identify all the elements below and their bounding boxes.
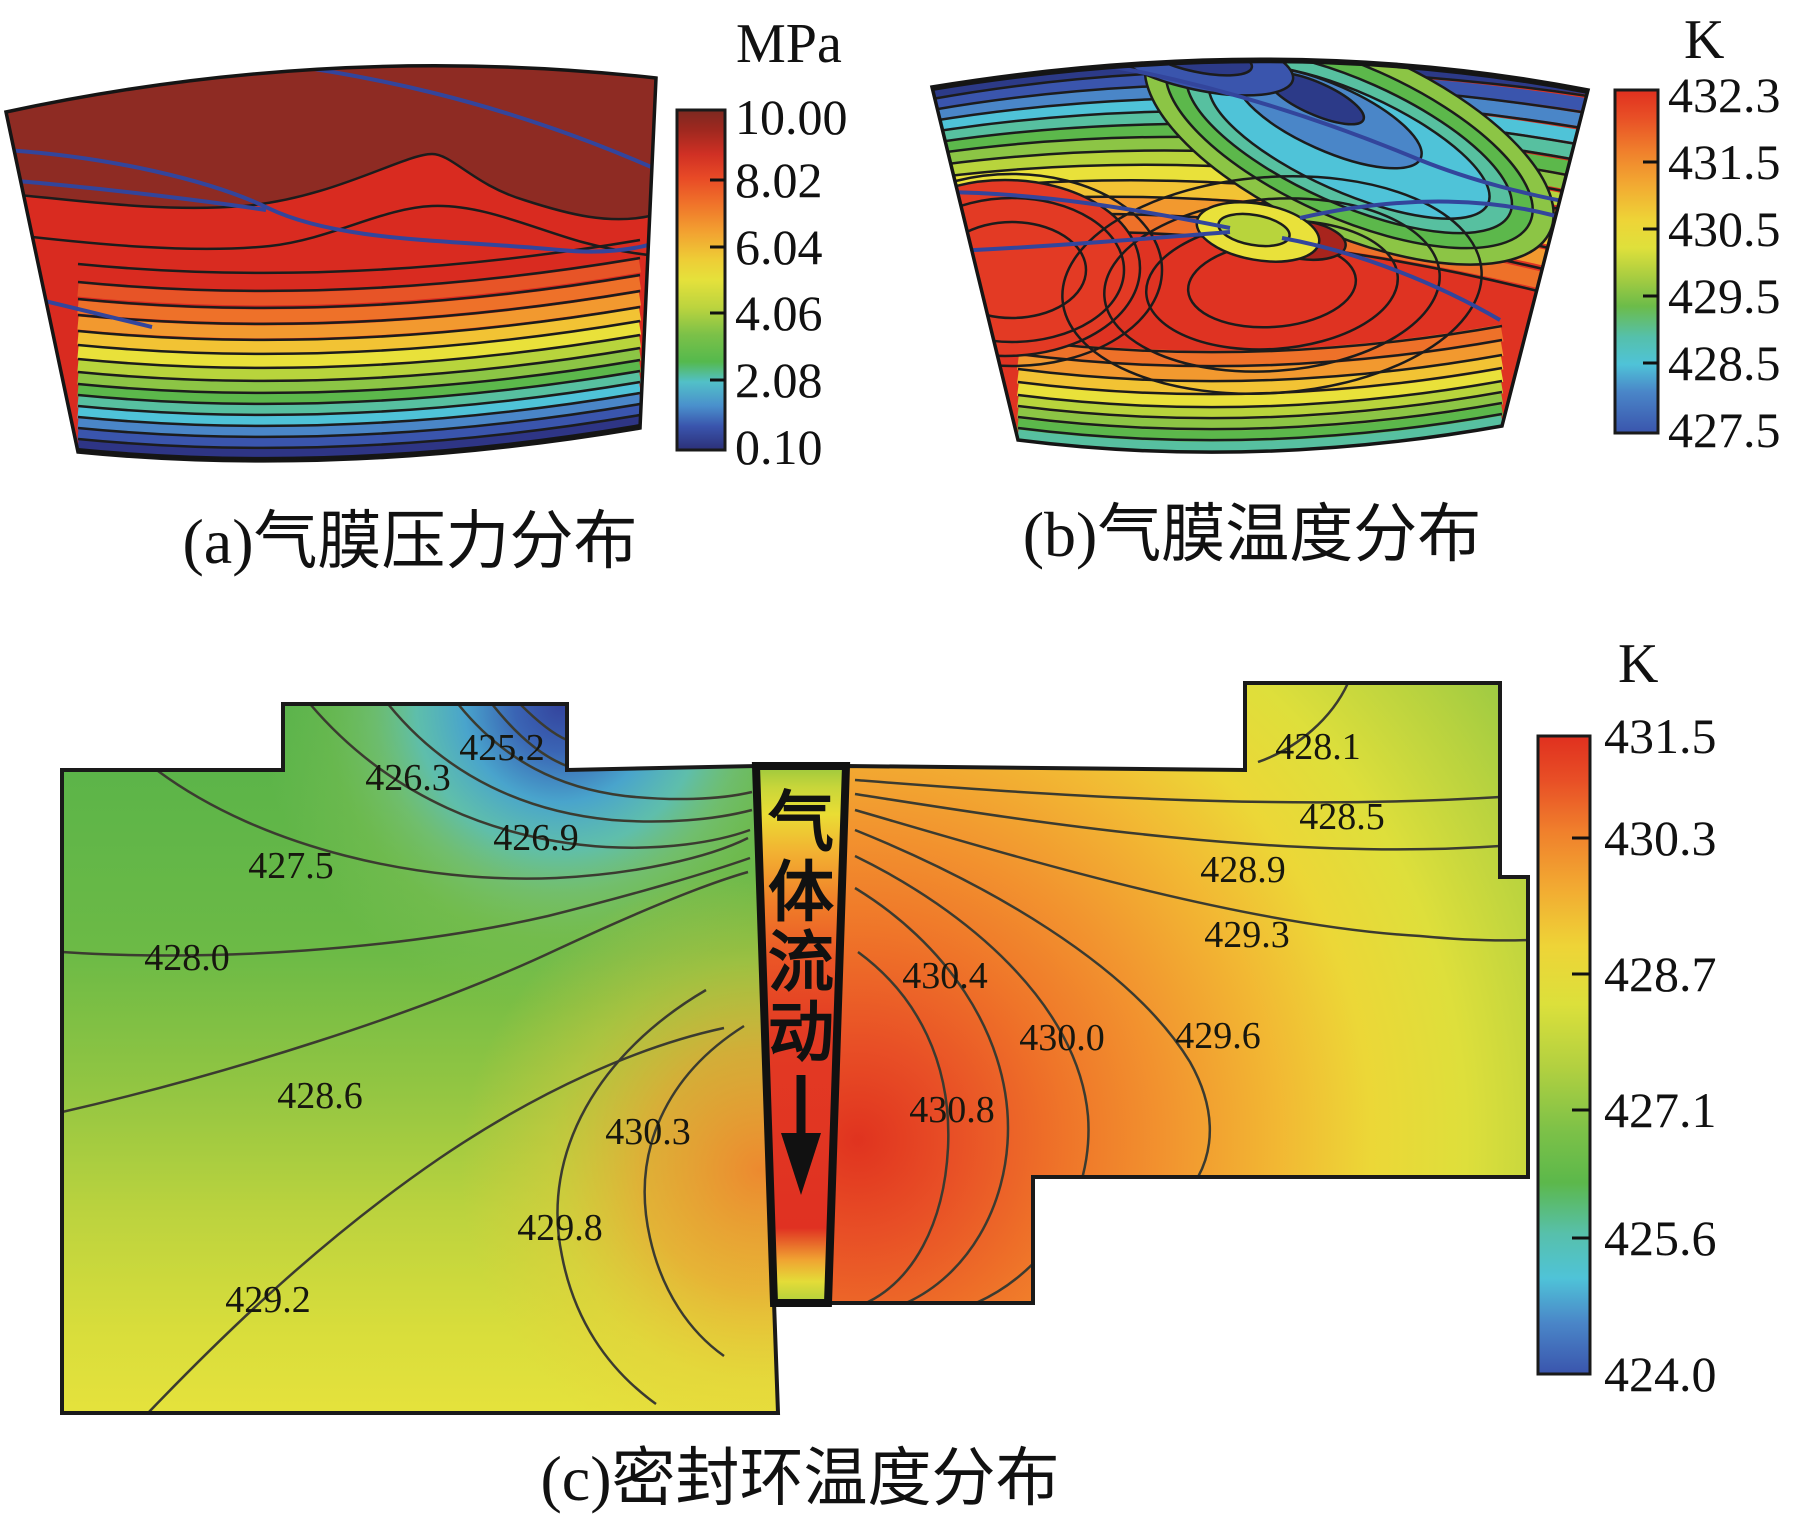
colorbar-c-tick: 431.5 (1604, 708, 1717, 764)
contour-label: 428.1 (1275, 726, 1361, 768)
colorbar-c-tick: 425.6 (1604, 1210, 1717, 1266)
contour-label: 428.5 (1299, 796, 1385, 838)
panel-b-temperature-contour-plot (929, 57, 1591, 454)
colorbar-gradient-b (1613, 88, 1660, 435)
contour-label: 425.2 (459, 727, 545, 769)
panel-a-outline (3, 64, 658, 463)
colorbar-a-tick: 0.10 (735, 419, 823, 475)
panel-a-colorbar: MPa 10.00 8.02 6.04 4.06 2.08 0.10 (675, 13, 848, 475)
contour-label: 429.2 (225, 1279, 311, 1321)
panel-a-caption: (a)气膜压力分布 (182, 506, 637, 577)
panel-b-outline (929, 57, 1591, 454)
colorbar-b-tick: 427.5 (1668, 402, 1781, 458)
temperature-contour-bands (932, 59, 1588, 453)
colorbar-b-tick: 432.3 (1668, 67, 1781, 123)
colorbar-c-tick: 430.3 (1604, 810, 1717, 866)
colorbar-c-tick: 424.0 (1604, 1346, 1717, 1402)
down-arrow-icon (781, 1075, 821, 1195)
flow-annotation-char: 动 (768, 997, 834, 1070)
left-ring-region (62, 704, 778, 1413)
flow-annotation-char: 体 (768, 857, 834, 930)
panel-c-colorbar: K 431.5 430.3 428.7 427.1 425.6 424.0 (1536, 633, 1717, 1402)
contour-label: 429.6 (1175, 1015, 1261, 1057)
contour-label: 429.8 (517, 1207, 603, 1249)
colorbar-c-tick: 427.1 (1604, 1082, 1717, 1138)
colorbar-a-tick: 8.02 (735, 152, 823, 208)
left-ring-outline (60, 702, 781, 1415)
contour-label: 426.3 (365, 757, 451, 799)
pressure-contour-bands (6, 65, 656, 461)
colorbar-gradient-a (675, 108, 727, 452)
panel-c-caption: (c)密封环温度分布 (540, 1443, 1059, 1514)
contour-value-labels: 425.2 426.3 426.9 427.5 428.0 428.6 429.… (144, 726, 1385, 1321)
colorbar-a-tick: 4.06 (735, 285, 823, 341)
contour-label: 427.5 (248, 845, 334, 887)
flow-annotation-char: 流 (768, 927, 834, 1000)
spiral-groove-lines (6, 65, 656, 329)
contour-label: 430.8 (909, 1089, 995, 1131)
gas-flow-channel: 气 体 流 动 (751, 762, 851, 1307)
colorbar-b-tick: 430.5 (1668, 201, 1781, 257)
colorbar-b-tick: 431.5 (1668, 134, 1781, 190)
colorbar-c-title: K (1618, 633, 1658, 695)
cool-island (1195, 201, 1321, 263)
panel-b-colorbar: K 432.3 431.5 430.5 429.5 428.5 427.5 (1613, 9, 1781, 458)
panel-b-caption: (b)气膜温度分布 (1023, 499, 1482, 570)
contour-label: 426.9 (493, 817, 579, 859)
colorbar-a-tick: 2.08 (735, 352, 823, 408)
panel-c-seal-ring-contour-plot: 气 体 流 动 425.2 426.3 426.9 427.5 428.0 42… (60, 681, 1530, 1415)
contour-label: 430.4 (902, 955, 988, 997)
flow-annotation-char: 气 (768, 787, 834, 860)
colorbar-c-tick-marks (1572, 836, 1590, 1240)
contour-label: 430.0 (1019, 1017, 1105, 1059)
right-ring-outline (825, 681, 1530, 1305)
colorbar-b-title: K (1684, 9, 1724, 71)
colorbar-c-tick: 428.7 (1604, 946, 1717, 1002)
contour-label: 428.9 (1200, 849, 1286, 891)
colorbar-a-tick: 10.00 (735, 89, 848, 145)
left-region-contour-lines (62, 704, 753, 1413)
colorbar-a-title: MPa (736, 13, 842, 75)
contour-label: 428.6 (277, 1075, 363, 1117)
contour-label: 429.3 (1204, 914, 1290, 956)
channel-outline (751, 762, 851, 1307)
colorbar-a-tick: 6.04 (735, 219, 823, 275)
colorbar-b-tick: 428.5 (1668, 335, 1781, 391)
colorbar-b-tick: 429.5 (1668, 268, 1781, 324)
contour-label: 428.0 (144, 937, 230, 979)
panel-a-pressure-contour-plot (3, 64, 658, 463)
colorbar-b-tick-marks (1643, 160, 1658, 365)
colorbar-gradient-c (1536, 734, 1592, 1376)
contour-label: 430.3 (605, 1111, 691, 1153)
colorbar-a-tick-marks (710, 178, 725, 382)
